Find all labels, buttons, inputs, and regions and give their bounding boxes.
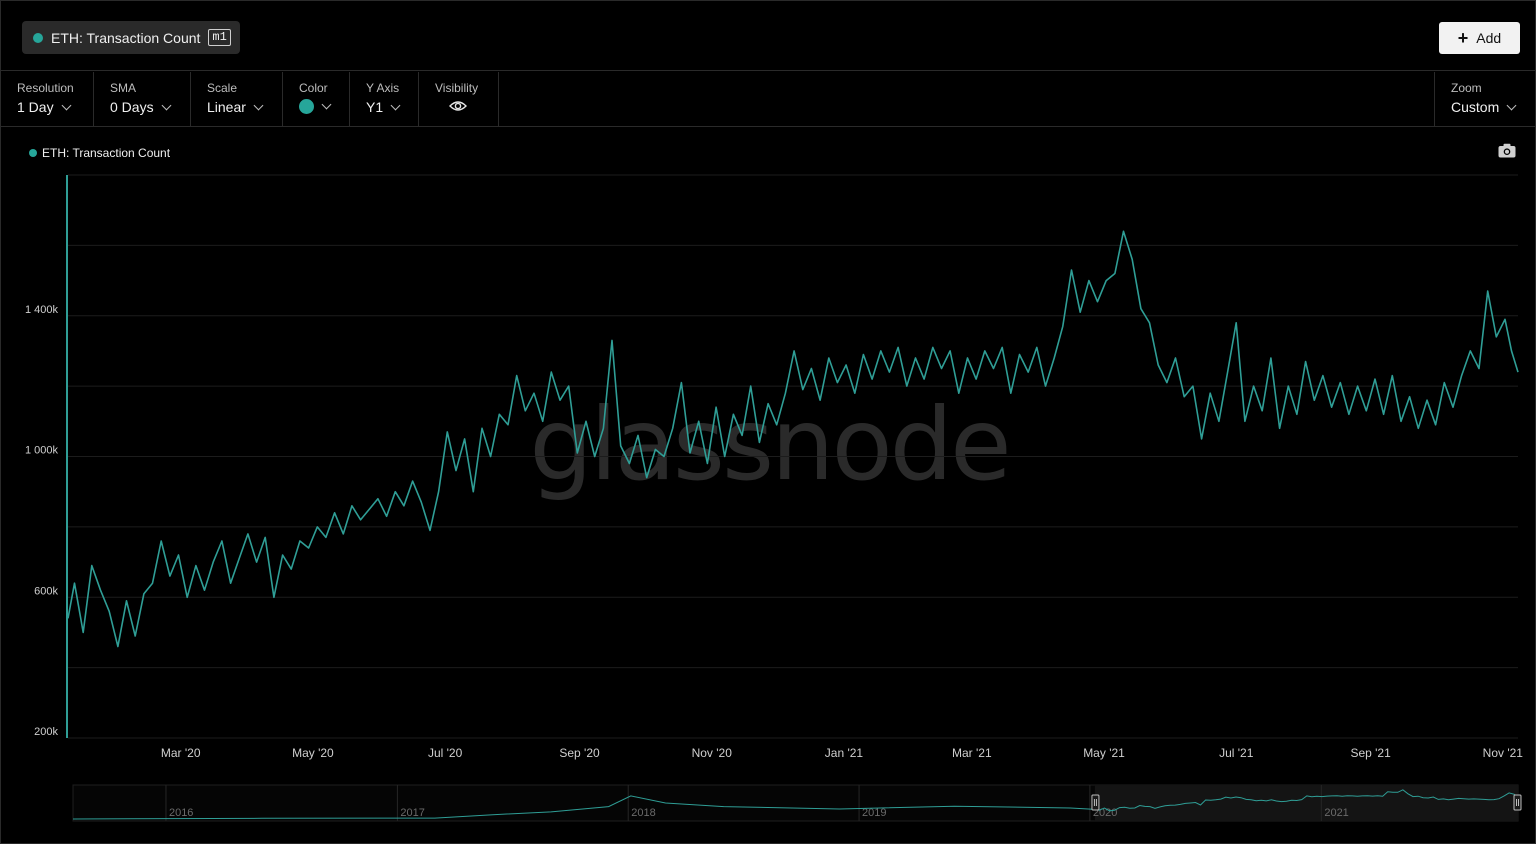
x-tick-label: Nov '20 — [692, 746, 733, 760]
sma-control[interactable]: SMA 0 Days — [94, 72, 191, 127]
watermark: glassnode — [529, 386, 1008, 503]
yaxis-control[interactable]: Y Axis Y1 — [350, 72, 419, 127]
scale-control[interactable]: Scale Linear — [191, 72, 283, 127]
controls-bar: Resolution 1 Day SMA 0 Days Scale Linear… — [1, 72, 1536, 127]
zoom-label: Zoom — [1451, 81, 1482, 95]
navigator-handle[interactable] — [1513, 794, 1522, 811]
zoom-control[interactable]: Zoom Custom — [1434, 72, 1536, 127]
chart-legend[interactable]: ETH: Transaction Count — [29, 146, 170, 160]
top-bar: ETH: Transaction Count m1 + Add — [1, 1, 1536, 71]
resolution-value: 1 Day — [17, 99, 54, 115]
y-tick-label: 1 000k — [25, 445, 59, 457]
x-tick-label: Jul '21 — [1219, 746, 1254, 760]
visibility-control[interactable]: Visibility — [419, 72, 499, 127]
visibility-label: Visibility — [435, 81, 479, 95]
legend-label: ETH: Transaction Count — [42, 146, 171, 160]
resolution-control[interactable]: Resolution 1 Day — [1, 72, 94, 127]
navigator-handle[interactable] — [1091, 794, 1100, 811]
x-tick-label: Sep '20 — [559, 746, 600, 760]
add-button-label: Add — [1476, 30, 1502, 46]
x-tick-label: Jan '21 — [825, 746, 864, 760]
navigator-year-label: 2018 — [631, 807, 655, 819]
x-tick-label: May '21 — [1083, 746, 1125, 760]
y-tick-label: 600k — [34, 585, 58, 597]
color-swatch — [299, 99, 314, 114]
resolution-label: Resolution — [17, 81, 74, 95]
x-tick-label: Mar '20 — [161, 746, 201, 760]
series-line-eth-transaction-count — [67, 230, 1519, 648]
x-tick-label: Mar '21 — [952, 746, 992, 760]
legend-dot — [29, 149, 37, 157]
y-tick-label: 1 400k — [25, 304, 59, 316]
metric-name: ETH: Transaction Count — [51, 29, 201, 46]
scale-label: Scale — [207, 81, 238, 95]
x-tick-label: Jul '20 — [428, 746, 463, 760]
sma-label: SMA — [110, 81, 137, 95]
navigator-year-label: 2016 — [169, 807, 193, 819]
navigator-selection — [1094, 785, 1518, 821]
y-tick-label: 200k — [34, 726, 58, 738]
navigator-series-line — [72, 789, 1519, 820]
color-control[interactable]: Color — [283, 72, 350, 127]
navigator-year-label: 2019 — [862, 807, 886, 819]
eye-icon — [449, 101, 467, 111]
yaxis-label: Y Axis — [366, 81, 400, 95]
camera-icon[interactable] — [1498, 143, 1516, 158]
sma-value: 0 Days — [110, 99, 154, 115]
series-color-dot — [33, 32, 43, 43]
x-tick-label: Nov '21 — [1483, 746, 1524, 760]
scale-value: Linear — [207, 99, 246, 115]
metric-tag: m1 — [208, 29, 231, 46]
x-tick-label: May '20 — [292, 746, 334, 760]
metric-chip[interactable]: ETH: Transaction Count m1 — [22, 21, 240, 54]
add-button[interactable]: + Add — [1439, 22, 1520, 54]
navigator-year-label: 2017 — [400, 807, 424, 819]
navigator-year-label: 2021 — [1324, 807, 1348, 819]
color-label: Color — [299, 81, 328, 95]
plus-icon: + — [1457, 28, 1469, 48]
yaxis-value: Y1 — [366, 99, 384, 115]
zoom-value: Custom — [1451, 99, 1500, 115]
x-tick-label: Sep '21 — [1350, 746, 1391, 760]
